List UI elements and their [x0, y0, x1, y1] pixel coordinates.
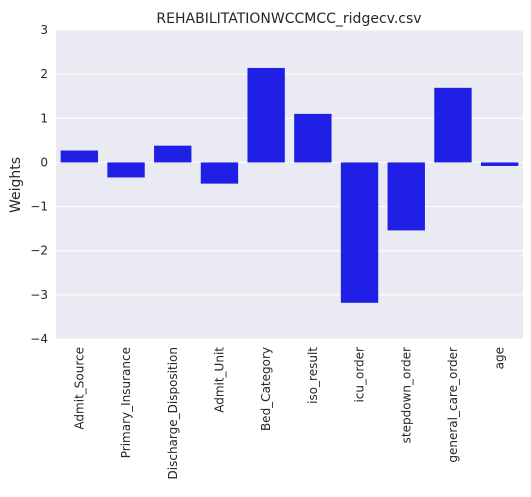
x-tick-label: Bed_Category — [259, 347, 273, 431]
bar-discharge-disposition — [154, 145, 192, 163]
x-tick-label: iso_result — [306, 347, 320, 404]
y-tick-label: 1 — [40, 111, 48, 125]
x-tick-label: age — [493, 347, 507, 369]
x-tick-label: icu_order — [353, 347, 367, 403]
x-tick-label: Admit_Unit — [212, 347, 226, 413]
y-tick-label: 0 — [40, 155, 48, 169]
bar-icu-order — [340, 162, 379, 303]
y-tick-label: −3 — [30, 288, 48, 302]
x-tick-label: Admit_Source — [72, 347, 86, 430]
y-tick-label: −2 — [30, 244, 48, 258]
bar-admit-unit — [200, 162, 239, 184]
bar-stepdown-order — [387, 162, 425, 231]
bar-primary-insurance — [107, 162, 145, 178]
bar-bed-category — [247, 67, 285, 163]
y-tick-labels: −4 −3 −2 −1 0 1 2 3 — [30, 23, 48, 346]
y-tick-label: 2 — [40, 67, 48, 81]
x-tick-labels: Admit_Source Primary_Insurance Discharge_D… — [72, 347, 506, 480]
x-tick-label: Discharge_Disposition — [166, 347, 180, 479]
plot-area — [56, 30, 523, 339]
x-tick-label: stepdown_order — [399, 347, 413, 443]
bars — [60, 67, 519, 303]
bar-age — [480, 162, 519, 166]
y-axis-label: Weights — [8, 157, 24, 213]
y-tick-label: 3 — [40, 23, 48, 37]
y-tick-label: −4 — [30, 332, 48, 346]
bar-general-care-order — [434, 87, 472, 163]
bar-iso-result — [294, 113, 332, 163]
x-tick-label: Primary_Insurance — [119, 347, 133, 458]
y-tick-label: −1 — [30, 200, 48, 214]
x-tick-label: general_care_order — [446, 347, 460, 463]
bar-admit-source — [60, 150, 99, 163]
chart-title: REHABILITATIONWCCMCC_ridgecv.csv — [156, 11, 421, 27]
